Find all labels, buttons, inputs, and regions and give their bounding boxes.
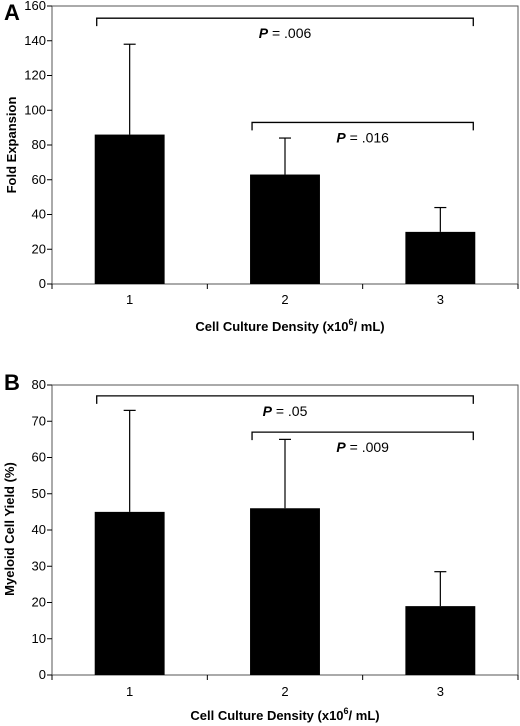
panel-b: B Myeloid Cell Yield (%) Cell Culture De…: [2, 370, 519, 723]
y-tick-label: 60: [32, 450, 46, 465]
p-symbol: P: [259, 25, 269, 41]
significance-bracket: [251, 431, 474, 441]
significance-bracket: [96, 17, 474, 27]
significance-bracket: [251, 121, 474, 131]
y-tick-label: 40: [32, 207, 46, 222]
bar: [405, 231, 476, 284]
x-tick-label: 3: [437, 292, 444, 307]
y-tick-label: 30: [32, 558, 46, 573]
x-axis-label: Cell Culture Density (x106/ mL): [195, 317, 384, 334]
x-axis-label-tail: / mL): [354, 319, 385, 334]
significance-bracket: [96, 395, 474, 404]
y-tick-label: 0: [39, 667, 46, 682]
p-value: = .016: [346, 129, 389, 145]
y-tick-label: 20: [32, 595, 46, 610]
bar: [405, 606, 476, 675]
significance-label: P = .05: [263, 403, 308, 419]
p-value: = .009: [346, 439, 389, 455]
p-value: = .006: [268, 25, 311, 41]
p-symbol: P: [336, 439, 346, 455]
bar: [250, 174, 320, 284]
y-tick-label: 140: [24, 33, 46, 48]
x-axis-label-tail: / mL): [349, 708, 380, 723]
p-symbol: P: [263, 403, 273, 419]
x-tick-label: 1: [126, 684, 133, 699]
y-tick-label: 80: [32, 137, 46, 152]
p-value: = .05: [272, 403, 308, 419]
x-tick-label: 1: [126, 292, 133, 307]
bar: [94, 134, 165, 284]
x-axis-label-main: Cell Culture Density (x10: [195, 319, 348, 334]
panel-letter: A: [4, 0, 20, 25]
y-tick-label: 20: [32, 241, 46, 256]
bar: [94, 511, 165, 675]
x-tick-label: 2: [281, 684, 288, 699]
significance-label: P = .016: [336, 129, 389, 145]
x-tick-label: 3: [437, 684, 444, 699]
x-axis-label-superscript: 6: [344, 706, 349, 716]
y-tick-label: 50: [32, 486, 46, 501]
y-axis-label: Fold Expansion: [4, 97, 19, 194]
y-tick-label: 10: [32, 631, 46, 646]
y-tick-label: 0: [39, 276, 46, 291]
y-tick-label: 60: [32, 172, 46, 187]
significance-label: P = .006: [259, 25, 312, 41]
y-tick-label: 70: [32, 413, 46, 428]
y-tick-label: 120: [24, 68, 46, 83]
x-axis-label-main: Cell Culture Density (x10: [190, 708, 343, 723]
x-axis-label: Cell Culture Density (x106/ mL): [190, 706, 379, 723]
y-tick-label: 100: [24, 102, 46, 117]
bar: [250, 508, 320, 675]
y-tick-label: 160: [24, 0, 46, 13]
p-symbol: P: [336, 129, 346, 145]
x-axis-label-superscript: 6: [349, 317, 354, 327]
y-tick-label: 40: [32, 522, 46, 537]
panel-letter: B: [4, 370, 20, 395]
y-axis-label: Myeloid Cell Yield (%): [2, 462, 17, 596]
panel-a: A Fold Expansion Cell Culture Density (x…: [4, 0, 519, 334]
x-tick-label: 2: [281, 292, 288, 307]
y-tick-label: 80: [32, 377, 46, 392]
significance-label: P = .009: [336, 439, 389, 455]
